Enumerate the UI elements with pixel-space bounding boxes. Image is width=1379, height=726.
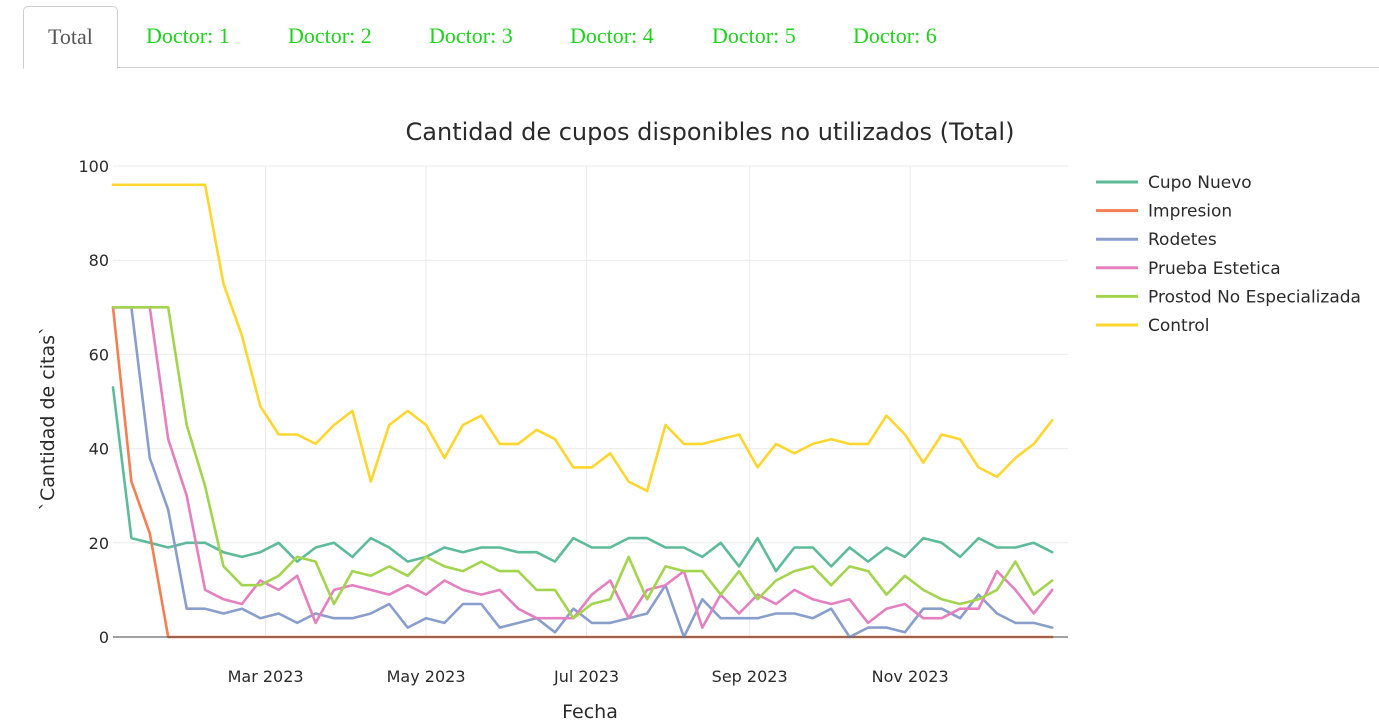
tab-bar: Total Doctor: 1 Doctor: 2 Doctor: 3 Doct… xyxy=(23,6,1379,69)
series-line-3 xyxy=(111,305,1054,639)
x-tick-label: Nov 2023 xyxy=(872,667,949,686)
tab-doctor-2[interactable]: Doctor: 2 xyxy=(288,23,372,48)
legend-label: Prueba Estetica xyxy=(1148,259,1281,279)
tab-doctor-1[interactable]: Doctor: 1 xyxy=(146,23,230,48)
legend-item-1[interactable]: Cupo Nuevo xyxy=(1096,173,1252,193)
x-tick-label: Mar 2023 xyxy=(228,667,304,686)
x-tick-label: Sep 2023 xyxy=(712,667,788,686)
legend-label: Impresion xyxy=(1148,202,1232,222)
legend[interactable]: Cupo Nuevo Impresion Rodetes Prueba Estetic… xyxy=(1096,173,1361,336)
grid xyxy=(113,165,1068,638)
legend-item-5[interactable]: Prostod No Especializada xyxy=(1096,287,1361,307)
y-tick-label: 20 xyxy=(89,534,109,553)
chart-title: Cantidad de cupos disponibles no utiliza… xyxy=(406,118,1015,146)
y-axis-title: `Cantidad de citas` xyxy=(37,326,59,511)
legend-item-6[interactable]: Control xyxy=(1096,316,1209,336)
tab-doctor-6[interactable]: Doctor: 6 xyxy=(853,23,937,48)
series-line-1 xyxy=(111,386,1054,573)
y-tick-label: 0 xyxy=(99,628,109,647)
x-tick-label: Jul 2023 xyxy=(553,667,619,686)
tab-doctor-4[interactable]: Doctor: 4 xyxy=(570,23,654,48)
axes: 0 20 40 60 80 100 Mar 2023 May 2023 Jul 2023 Sep … xyxy=(78,157,1068,686)
legend-label: Prostod No Especializada xyxy=(1148,287,1361,307)
tab-doctor-5[interactable]: Doctor: 5 xyxy=(712,23,796,48)
legend-label: Cupo Nuevo xyxy=(1148,173,1252,193)
x-axis-title: Fecha xyxy=(562,701,618,723)
y-tick-label: 80 xyxy=(89,251,109,270)
y-tick-label: 40 xyxy=(89,440,109,459)
y-tick-label: 100 xyxy=(78,157,109,176)
legend-label: Rodetes xyxy=(1148,230,1217,250)
series-line-6 xyxy=(111,183,1054,493)
legend-item-3[interactable]: Rodetes xyxy=(1096,230,1217,250)
series-lines xyxy=(111,183,1054,639)
legend-item-4[interactable]: Prueba Estetica xyxy=(1096,259,1281,279)
legend-item-2[interactable]: Impresion xyxy=(1096,202,1232,222)
x-tick-label: May 2023 xyxy=(387,667,466,686)
series-line-4 xyxy=(111,305,1054,629)
series-line-5 xyxy=(111,305,1054,620)
y-tick-label: 60 xyxy=(89,345,109,364)
tab-total[interactable]: Total xyxy=(23,6,118,69)
tab-doctor-3[interactable]: Doctor: 3 xyxy=(429,23,513,48)
legend-label: Control xyxy=(1148,316,1209,336)
